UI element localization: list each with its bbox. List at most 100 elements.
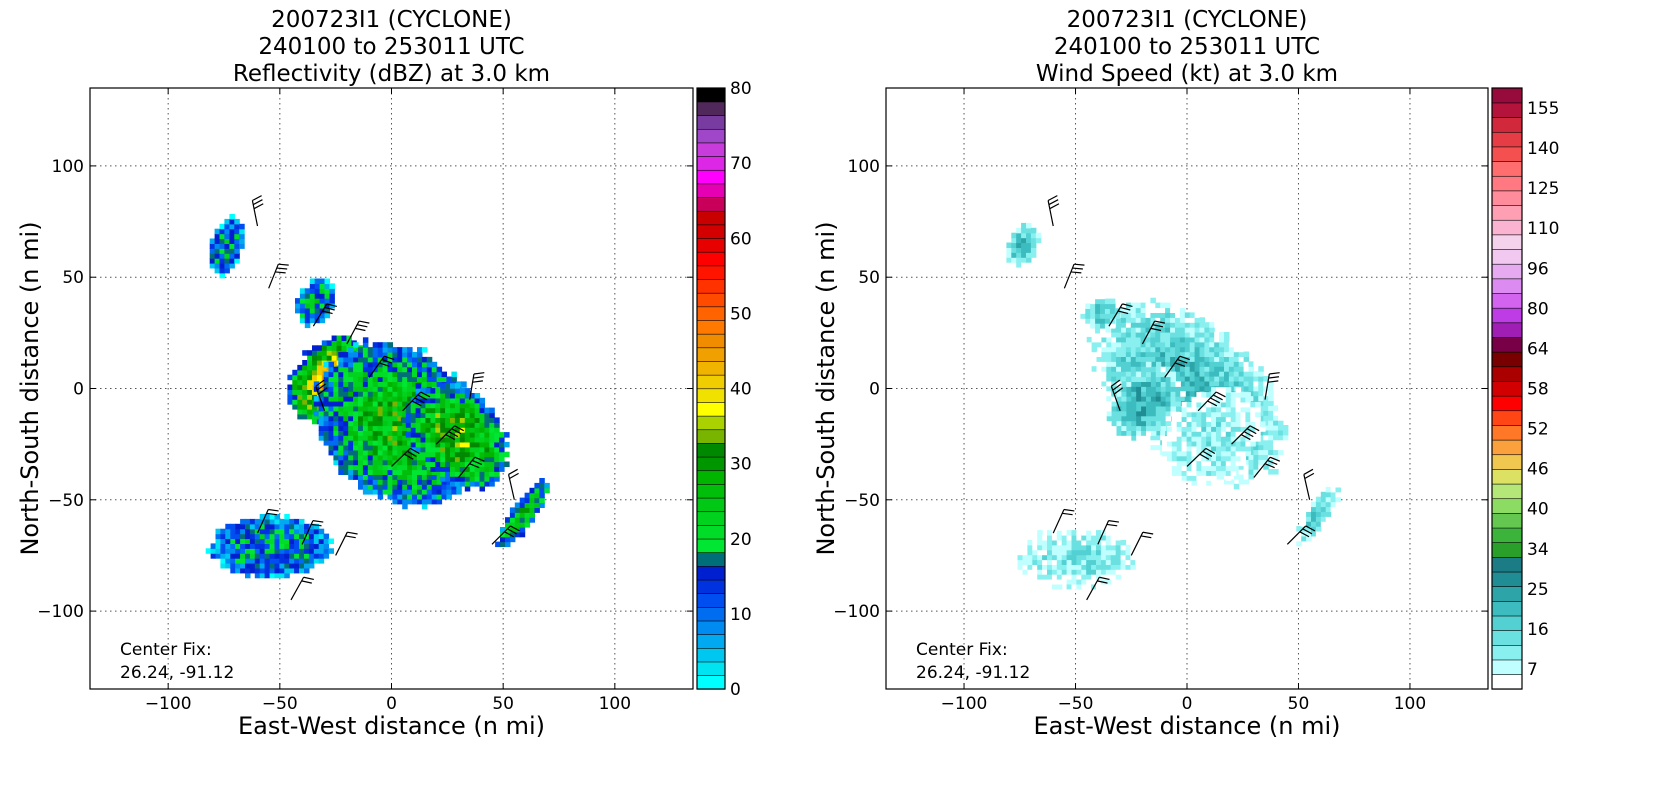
data-cell <box>319 303 326 309</box>
data-cell <box>1090 303 1096 309</box>
data-cell <box>1165 332 1171 338</box>
colorbar-tick-label: 50 <box>730 304 752 324</box>
data-cell <box>336 340 343 346</box>
data-cell <box>362 376 369 382</box>
data-cell <box>1076 569 1082 575</box>
data-cell <box>1268 405 1274 411</box>
data-cell <box>454 451 461 458</box>
data-cell <box>484 476 490 482</box>
data-cell <box>362 405 369 412</box>
data-cell <box>1100 569 1107 575</box>
data-cell <box>338 361 344 368</box>
data-cell <box>514 502 521 508</box>
data-cell <box>1191 426 1197 432</box>
data-cell <box>1211 475 1217 481</box>
data-cell <box>284 543 290 549</box>
data-cell <box>382 356 389 363</box>
wind-barb <box>458 456 485 478</box>
data-cell <box>1243 361 1250 367</box>
data-cell <box>1201 421 1207 427</box>
data-cell <box>450 466 456 472</box>
data-cell <box>1311 531 1317 537</box>
data-cell <box>1206 431 1212 437</box>
data-cell <box>1263 464 1269 470</box>
data-cell <box>1273 434 1279 441</box>
data-cell <box>343 401 349 407</box>
data-cell <box>1258 415 1264 421</box>
data-cell <box>489 417 495 423</box>
data-cell <box>426 376 433 382</box>
data-cell <box>1263 385 1269 392</box>
data-cell <box>1228 361 1235 367</box>
data-cell <box>1035 232 1042 239</box>
data-cell <box>333 405 339 412</box>
data-cell <box>1101 366 1107 372</box>
data-cell <box>1115 535 1122 541</box>
data-cell <box>308 528 315 535</box>
data-cell <box>451 484 457 490</box>
data-cell <box>1204 371 1210 377</box>
data-cell <box>392 415 398 422</box>
data-cell <box>308 533 315 540</box>
data-cell <box>459 476 466 482</box>
data-cell <box>362 396 369 402</box>
data-cell <box>358 449 364 456</box>
data-cell <box>436 479 443 485</box>
data-cell <box>1081 583 1087 590</box>
data-cell <box>269 538 276 544</box>
data-cell <box>1248 474 1254 480</box>
data-cell <box>269 543 276 549</box>
data-cell <box>249 548 256 554</box>
data-cell <box>377 361 384 368</box>
data-cell <box>417 371 423 378</box>
data-cell <box>504 441 510 448</box>
data-cell <box>1100 328 1106 334</box>
data-cell <box>362 425 369 431</box>
data-cell <box>1211 426 1217 432</box>
data-cell <box>1224 478 1230 485</box>
data-cell <box>1056 569 1063 575</box>
data-cell <box>230 553 236 559</box>
data-cell <box>1146 420 1152 427</box>
data-cell <box>220 553 226 559</box>
data-cell <box>1240 406 1246 413</box>
data-cell <box>1160 341 1166 348</box>
data-cell <box>417 361 423 368</box>
data-cell <box>1263 439 1269 446</box>
data-cell <box>205 548 212 554</box>
data-cell <box>445 446 451 453</box>
data-cell <box>1216 460 1222 467</box>
data-cell <box>331 355 338 361</box>
data-cell <box>1165 401 1172 407</box>
data-cell <box>524 492 531 499</box>
data-cell <box>382 386 389 392</box>
data-cell <box>1189 361 1196 367</box>
data-cell <box>1136 425 1142 431</box>
data-cell <box>328 396 334 402</box>
data-cell <box>1145 434 1151 441</box>
data-cell <box>469 437 476 443</box>
data-cell <box>245 572 251 579</box>
data-cell <box>1209 356 1215 362</box>
data-cell <box>1101 385 1107 392</box>
data-cell <box>1248 454 1254 460</box>
data-cell <box>1016 247 1022 253</box>
data-cell <box>307 364 313 371</box>
data-cell <box>479 441 485 448</box>
data-cell <box>382 415 389 422</box>
data-cell <box>372 474 379 480</box>
data-cell <box>1320 501 1327 508</box>
data-cell <box>1175 336 1181 343</box>
data-cell <box>402 489 408 495</box>
colorbar-segment <box>696 101 726 116</box>
data-cell <box>474 476 481 482</box>
data-cell <box>420 422 426 428</box>
data-cell <box>269 553 276 559</box>
data-cell <box>336 335 343 341</box>
data-cell <box>509 536 516 543</box>
data-cell <box>1081 569 1087 575</box>
data-cell <box>259 538 266 544</box>
data-cell <box>353 435 359 441</box>
data-cell <box>1181 441 1188 447</box>
